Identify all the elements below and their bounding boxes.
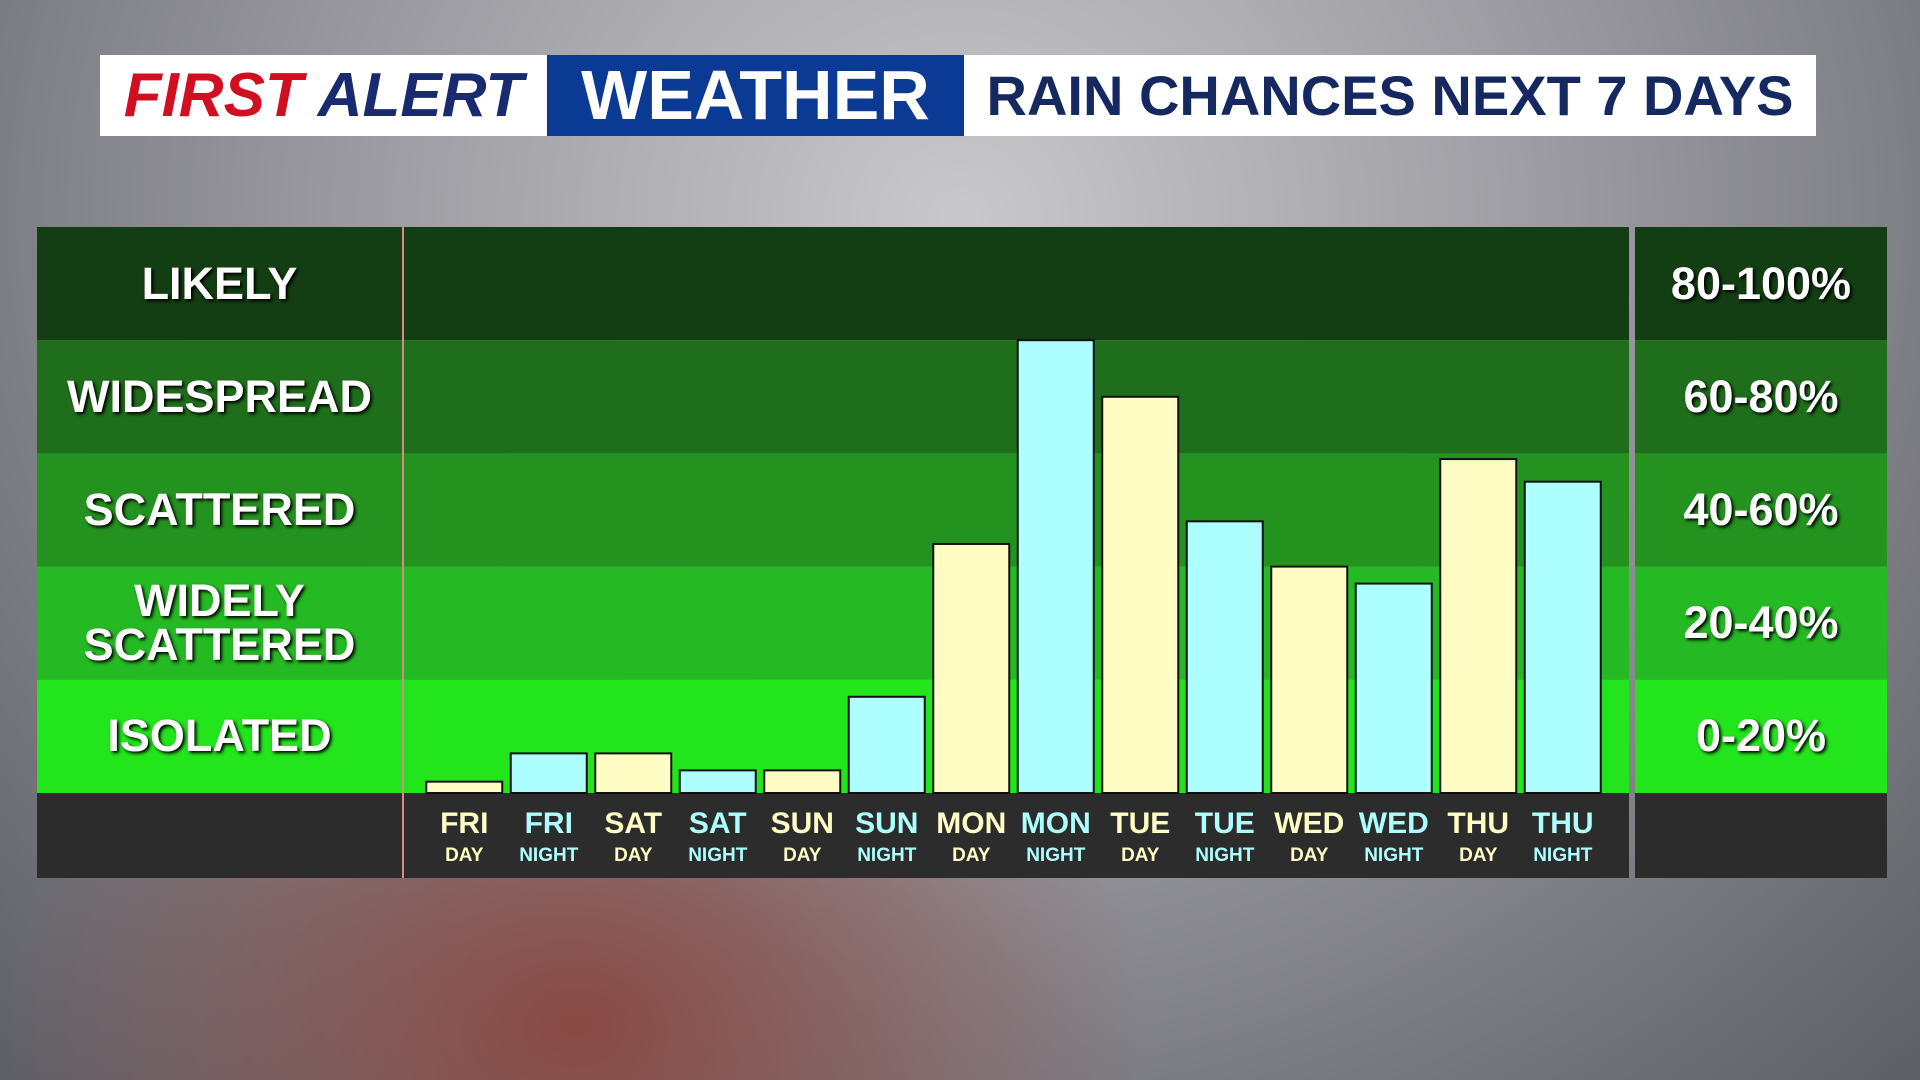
brand-weather: WEATHER: [547, 55, 964, 136]
chart-title: RAIN CHANCES NEXT 7 DAYS: [964, 55, 1816, 136]
x-tick-day: FRI: [440, 807, 488, 840]
bar: [763, 769, 842, 794]
bar: [1354, 582, 1433, 795]
x-tick-label: SUN NIGHT: [855, 807, 918, 866]
x-tick-day: MON: [936, 807, 1006, 840]
x-tick-label: SAT DAY: [604, 807, 662, 866]
x-tick-day: TUE: [1195, 807, 1255, 840]
x-tick-label: MON NIGHT: [1021, 807, 1091, 866]
band: [37, 453, 1629, 567]
bar: [1270, 565, 1349, 794]
x-tick-day: TUE: [1110, 807, 1170, 840]
x-tick-part: NIGHT: [519, 845, 579, 866]
x-tick-day: SAT: [689, 807, 747, 840]
x-tick-day: FRI: [525, 807, 573, 840]
bar: [509, 752, 588, 795]
bar: [678, 769, 757, 794]
x-tick-day: THU: [1532, 807, 1594, 840]
band-range: 80-100%: [1670, 257, 1852, 309]
band-range: 40-60%: [1683, 483, 1839, 535]
x-tick-part: DAY: [614, 845, 653, 866]
brand-first: FIRST: [123, 61, 303, 130]
x-tick-label: TUE DAY: [1110, 807, 1170, 866]
x-tick-part: NIGHT: [1533, 845, 1593, 866]
band-right: [1635, 227, 1887, 341]
x-tick-part: NIGHT: [688, 845, 748, 866]
axis-strip: [37, 793, 1629, 878]
x-tick-day: WED: [1274, 807, 1344, 840]
band-label: WIDELY SCATTERED: [83, 575, 356, 671]
x-tick-label: THU DAY: [1447, 807, 1509, 866]
x-tick-part: NIGHT: [1364, 845, 1424, 866]
brand-box: FIRST ALERT: [100, 55, 547, 136]
x-tick-label: THU NIGHT: [1532, 807, 1594, 866]
x-tick-part: DAY: [1290, 845, 1329, 866]
bar: [1101, 395, 1180, 794]
x-tick-label: FRI NIGHT: [519, 807, 579, 866]
bar: [847, 695, 926, 795]
x-tick-label: MON DAY: [936, 807, 1006, 866]
x-tick-label: SUN DAY: [771, 807, 834, 866]
band-right: [1635, 566, 1887, 680]
bar: [1185, 520, 1264, 794]
x-tick-day: THU: [1447, 807, 1509, 840]
band-range: 20-40%: [1683, 597, 1839, 649]
x-tick-day: SUN: [855, 807, 918, 840]
x-tick-day: MON: [1021, 807, 1091, 840]
band-range: 0-20%: [1695, 710, 1827, 762]
x-tick-label: TUE NIGHT: [1195, 807, 1255, 866]
x-tick-part: DAY: [1459, 845, 1498, 866]
x-tick-part: DAY: [952, 845, 991, 866]
bar: [594, 752, 673, 795]
axis-strip-right: [1635, 793, 1887, 878]
band-right: [1635, 453, 1887, 567]
x-tick-part: NIGHT: [1195, 845, 1255, 866]
band-label: LIKELY: [141, 257, 298, 309]
x-tick-day: SUN: [771, 807, 834, 840]
x-tick-part: NIGHT: [857, 845, 917, 866]
x-tick-label: SAT NIGHT: [688, 807, 748, 866]
x-tick-day: SAT: [604, 807, 662, 840]
bar: [425, 780, 504, 794]
x-tick-label: FRI DAY: [440, 807, 488, 866]
x-tick-label: WED DAY: [1274, 807, 1344, 866]
band: [37, 227, 1629, 341]
bar: [1016, 339, 1095, 794]
band-label: WIDESPREAD: [66, 370, 373, 422]
x-tick-part: DAY: [1121, 845, 1160, 866]
bar: [1523, 480, 1602, 794]
band-range: 60-80%: [1683, 370, 1839, 422]
band-label: ISOLATED: [107, 710, 332, 762]
x-tick-label: WED NIGHT: [1359, 807, 1429, 866]
brand-second: ALERT: [317, 61, 524, 130]
x-tick-day: WED: [1359, 807, 1429, 840]
x-tick-part: NIGHT: [1026, 845, 1086, 866]
bar: [932, 542, 1011, 795]
band-right: [1635, 340, 1887, 454]
band: [37, 340, 1629, 454]
band-right: [1635, 679, 1887, 793]
band-label: SCATTERED: [83, 483, 356, 535]
bar: [1439, 458, 1518, 794]
x-tick-part: DAY: [783, 845, 822, 866]
x-tick-part: DAY: [445, 845, 484, 866]
